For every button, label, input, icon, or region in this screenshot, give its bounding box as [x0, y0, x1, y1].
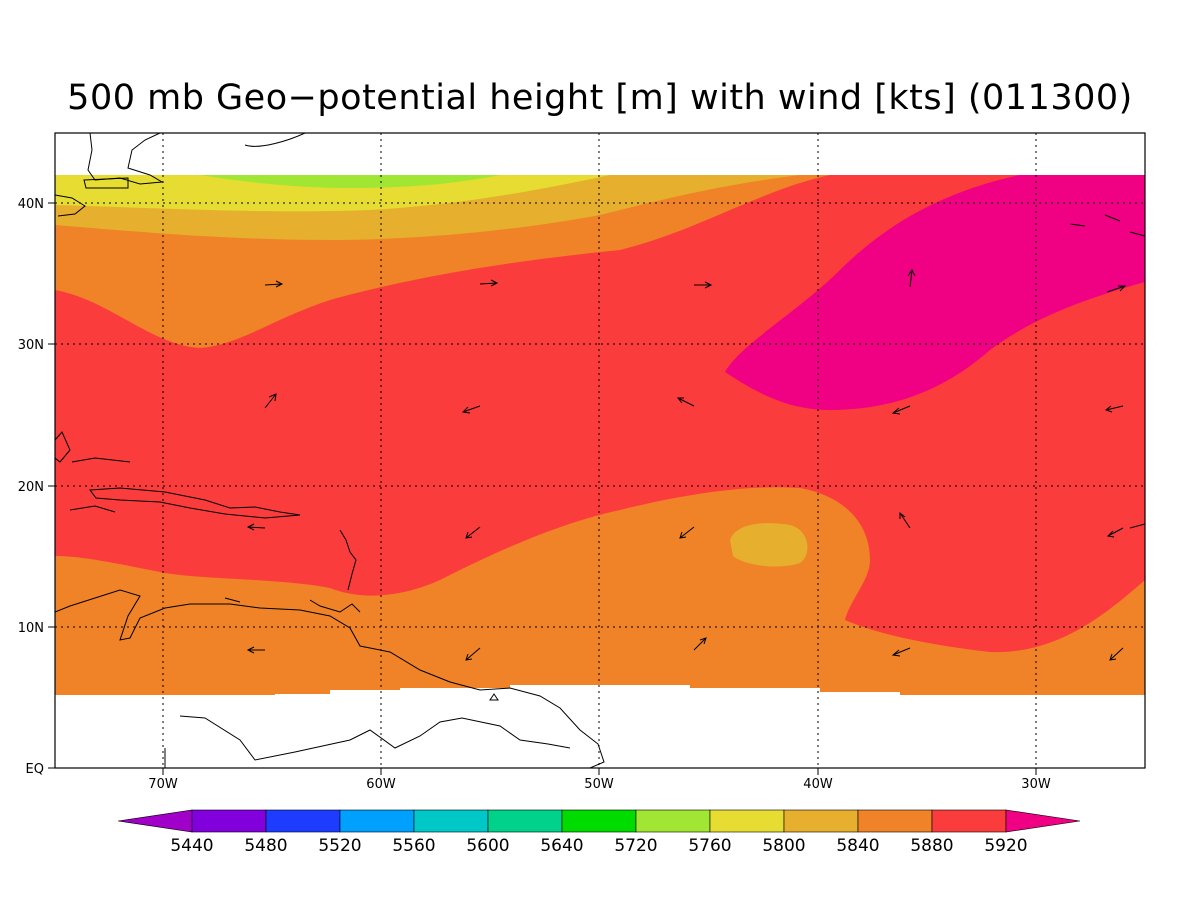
wind-vectors [246, 269, 1145, 661]
colorbar-labels: 5440 5480 5520 5560 5600 5640 5720 5760 … [170, 836, 1027, 856]
colorbar-swatch [117, 809, 193, 833]
colorbar-swatch [191, 809, 267, 833]
colorbar-swatch [561, 809, 637, 833]
tick-marks [48, 202, 1037, 775]
wind-arrow [679, 526, 695, 539]
colorbar-swatch [487, 809, 563, 833]
colorbar-label: 5640 [540, 836, 583, 856]
lon-label: 50W [584, 777, 614, 792]
lat-labels: 40N 30N 20N 10N EQ [18, 197, 44, 777]
plot-frame [54, 132, 1146, 769]
wind-arrow [899, 511, 911, 529]
colorbar-label: 5920 [984, 836, 1027, 856]
coastlines [55, 133, 1145, 768]
map-title: 500 mb Geo−potential height [m] with win… [67, 78, 1133, 118]
colorbar [117, 809, 1081, 833]
colorbar-label: 5600 [466, 836, 509, 856]
wind-arrow [693, 637, 707, 651]
colorbar-label: 5480 [244, 836, 287, 856]
field-5840-blob [730, 523, 808, 567]
wind-arrow [1106, 285, 1127, 293]
colorbar-label: 5800 [762, 836, 805, 856]
field-5800 [55, 175, 610, 212]
field-5960 [725, 175, 1145, 410]
wind-arrow [891, 405, 911, 415]
plot-area [55, 133, 1145, 768]
gridlines [55, 133, 1145, 768]
wind-arrow [694, 281, 713, 289]
lat-label: 40N [18, 197, 44, 212]
lon-label: 30W [1021, 777, 1051, 792]
colorbar-swatch [635, 809, 711, 833]
colorbar-swatch [339, 809, 415, 833]
wind-arrow [246, 523, 266, 531]
colorbar-label: 5880 [910, 836, 953, 856]
lon-label: 70W [148, 777, 178, 792]
colorbar-swatch [265, 809, 341, 833]
wind-arrow [1106, 527, 1124, 538]
colorbar-swatch [783, 809, 859, 833]
field-5760 [200, 175, 500, 188]
wind-arrow [465, 526, 481, 539]
wind-arrow [1109, 647, 1124, 661]
colorbar-label: 5440 [170, 836, 213, 856]
wind-arrow [1104, 405, 1124, 413]
wind-arrow [479, 279, 499, 287]
wind-arrow [465, 647, 481, 661]
wind-arrow [1129, 523, 1145, 529]
lat-label: 30N [18, 338, 44, 353]
lon-labels: 70W 60W 50W 40W 30W [148, 777, 1051, 792]
colorbar-swatch [709, 809, 785, 833]
missing-data [55, 685, 1145, 768]
colorbar-label: 5840 [836, 836, 879, 856]
colorbar-swatch [1005, 809, 1081, 833]
wind-arrow [264, 393, 277, 409]
colorbar-swatch [413, 809, 489, 833]
lat-label: EQ [26, 762, 44, 777]
wind-arrow [246, 646, 265, 654]
colorbar-label: 5720 [614, 836, 657, 856]
wind-arrow [907, 269, 916, 288]
colorbar-label: 5760 [688, 836, 731, 856]
wind-arrow [891, 647, 911, 657]
wind-arrow [676, 397, 695, 407]
lat-label: 20N [18, 480, 44, 495]
wind-arrow [461, 405, 481, 414]
lon-label: 60W [366, 777, 396, 792]
colorbar-swatch [931, 809, 1007, 833]
colorbar-swatch [857, 809, 933, 833]
colorbar-label: 5560 [392, 836, 435, 856]
wind-arrow [264, 280, 284, 288]
lon-label: 40W [803, 777, 833, 792]
colorbar-label: 5520 [318, 836, 361, 856]
lat-label: 10N [18, 621, 44, 636]
